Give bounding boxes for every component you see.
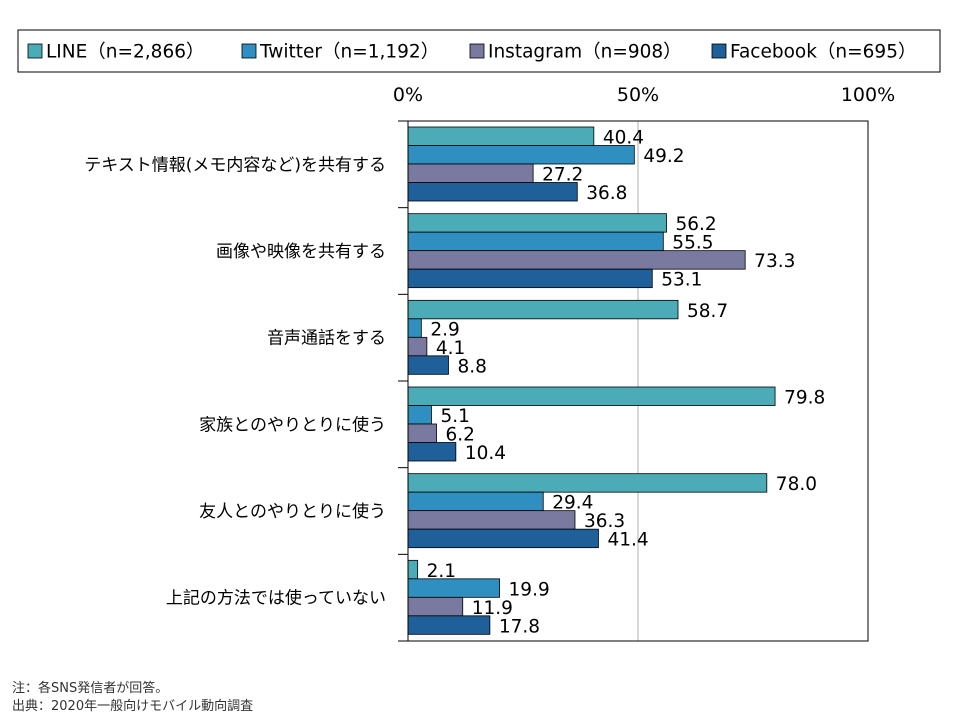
x-axis-ticks: 0% 50% 100% [393, 84, 895, 106]
category-label: 音声通話をする [267, 329, 386, 349]
bar [407, 231, 664, 252]
x-tick-label: 50% [617, 84, 659, 106]
bar [407, 126, 595, 146]
value-label: 5.1 [440, 406, 469, 427]
value-label: 56.2 [676, 214, 717, 235]
legend-swatch [469, 43, 485, 59]
value-label: 53.1 [661, 270, 702, 291]
legend-swatch [711, 43, 727, 59]
bars [407, 126, 776, 635]
bar [407, 596, 464, 617]
x-tick-label: 0% [393, 84, 423, 106]
bar [407, 268, 653, 289]
bar [407, 213, 667, 233]
category-label: 友人とのやりとりに使う [199, 501, 386, 522]
bar [407, 528, 599, 549]
value-label: 78.0 [776, 474, 817, 495]
value-label: 40.4 [603, 128, 644, 149]
value-label: 41.4 [607, 530, 648, 551]
value-label: 73.3 [754, 251, 795, 272]
value-label: 79.8 [784, 388, 825, 409]
value-label: 6.2 [446, 425, 475, 446]
bar [407, 473, 768, 493]
bar [407, 386, 776, 406]
value-label: 36.3 [584, 511, 625, 532]
legend-label: LINE（n=2,866） [46, 42, 204, 63]
bar [407, 163, 534, 183]
x-tick-label: 100% [841, 84, 895, 106]
category-labels: テキスト情報(メモ内容など)を共有する画像や映像を共有する音声通話をする家族との… [84, 155, 386, 608]
bar [407, 145, 635, 165]
value-label: 17.8 [499, 616, 540, 637]
category-label: 画像や映像を共有する [216, 242, 386, 262]
value-label: 19.9 [509, 579, 550, 600]
value-label: 29.4 [552, 493, 593, 514]
legend-swatch [27, 43, 43, 59]
legend-label: Facebook（n=695） [730, 42, 916, 63]
bar [407, 510, 576, 530]
legend: LINE（n=2,866） Twitter（n=1,192） Instagram（n… [17, 29, 941, 73]
bar [407, 491, 544, 512]
legend-swatch [241, 43, 257, 59]
value-label: 8.8 [457, 356, 486, 377]
value-label: 36.8 [586, 183, 627, 204]
value-label: 10.4 [465, 443, 506, 464]
legend-label: Instagram（n=908） [488, 42, 682, 63]
value-label: 2.1 [427, 561, 456, 582]
category-label: 家族とのやりとりに使う [199, 414, 386, 435]
value-label: 58.7 [687, 301, 728, 322]
value-label: 11.9 [472, 598, 513, 619]
category-label: 上記の方法では使っていない [166, 588, 386, 609]
bar [407, 299, 679, 320]
value-label: 55.5 [672, 233, 713, 254]
footnote-source: 出典：2020年一般向けモバイル動向調査 [12, 699, 254, 714]
legend-label: Twitter（n=1,192） [259, 42, 439, 63]
bar [407, 318, 422, 338]
bar [407, 423, 437, 443]
footnote-note: 注：各SNS発信者が回答。 [12, 681, 169, 696]
bar [407, 336, 428, 357]
category-label: テキスト情報(メモ内容など)を共有する [84, 155, 386, 175]
plot-frame [398, 120, 869, 642]
bar [407, 559, 419, 580]
value-label: 2.9 [430, 319, 459, 340]
value-label: 27.2 [542, 165, 583, 186]
bar [407, 405, 432, 425]
value-labels: 40.449.227.236.856.255.573.353.158.72.94… [427, 128, 826, 638]
value-label: 4.1 [436, 338, 465, 359]
value-label: 49.2 [643, 146, 684, 167]
